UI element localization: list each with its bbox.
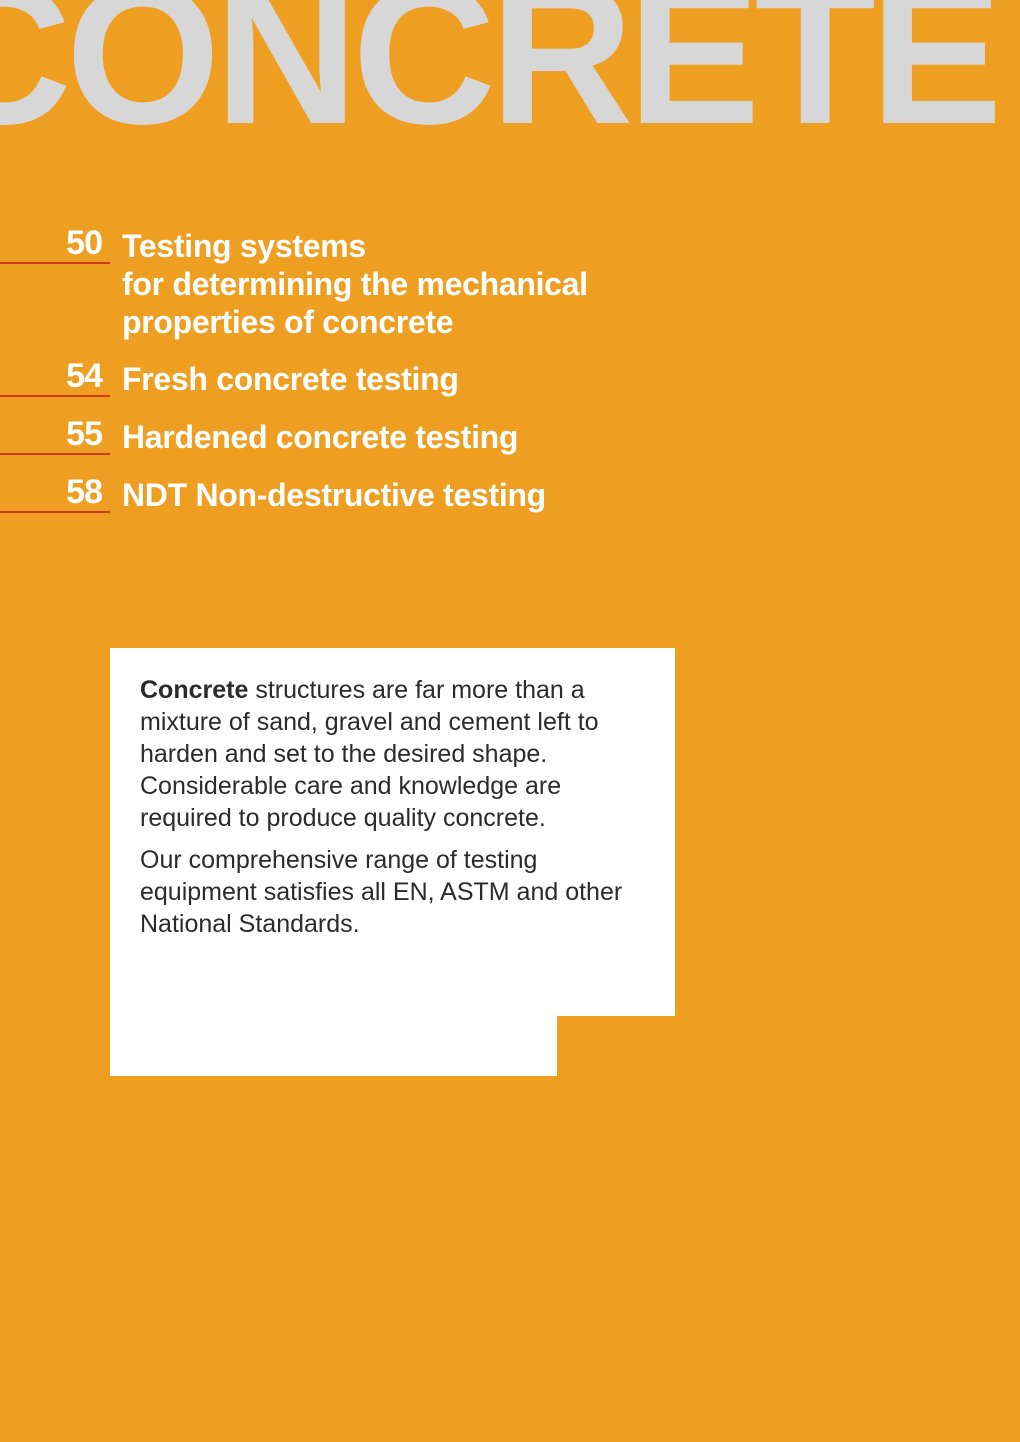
info-box: Concrete structures are far more than a … <box>110 648 675 1076</box>
info-paragraph-2: Our comprehensive range of testing equip… <box>140 844 645 940</box>
background-title: CONCRETE TEST <box>0 0 1020 155</box>
background-title-part1: CONCRETE <box>0 0 997 166</box>
toc-page-number: 55 <box>66 415 102 454</box>
info-paragraph-1: Concrete structures are far more than a … <box>140 674 645 834</box>
background-title-part2: TEST <box>997 0 1020 166</box>
toc-row: 55 Hardened concrete testing <box>0 417 588 457</box>
toc-page-number: 50 <box>66 224 102 263</box>
toc-page-number: 54 <box>66 357 102 396</box>
toc-label: NDT Non-destructive testing <box>110 475 546 515</box>
toc-rule <box>0 511 110 513</box>
toc-label: Fresh concrete testing <box>110 359 459 399</box>
toc-row: 58 NDT Non-destructive testing <box>0 475 588 515</box>
toc-rule <box>0 262 110 264</box>
toc-label: Testing systemsfor determining the mecha… <box>110 226 588 341</box>
toc-rule <box>0 453 110 455</box>
table-of-contents: 50 Testing systemsfor determining the me… <box>0 226 588 533</box>
toc-row: 50 Testing systemsfor determining the me… <box>0 226 588 341</box>
toc-rule <box>0 395 110 397</box>
info-box-notch <box>557 1016 677 1078</box>
info-lead-word: Concrete <box>140 676 248 704</box>
toc-label: Hardened concrete testing <box>110 417 518 457</box>
toc-page-number: 58 <box>66 473 102 512</box>
toc-row: 54 Fresh concrete testing <box>0 359 588 399</box>
